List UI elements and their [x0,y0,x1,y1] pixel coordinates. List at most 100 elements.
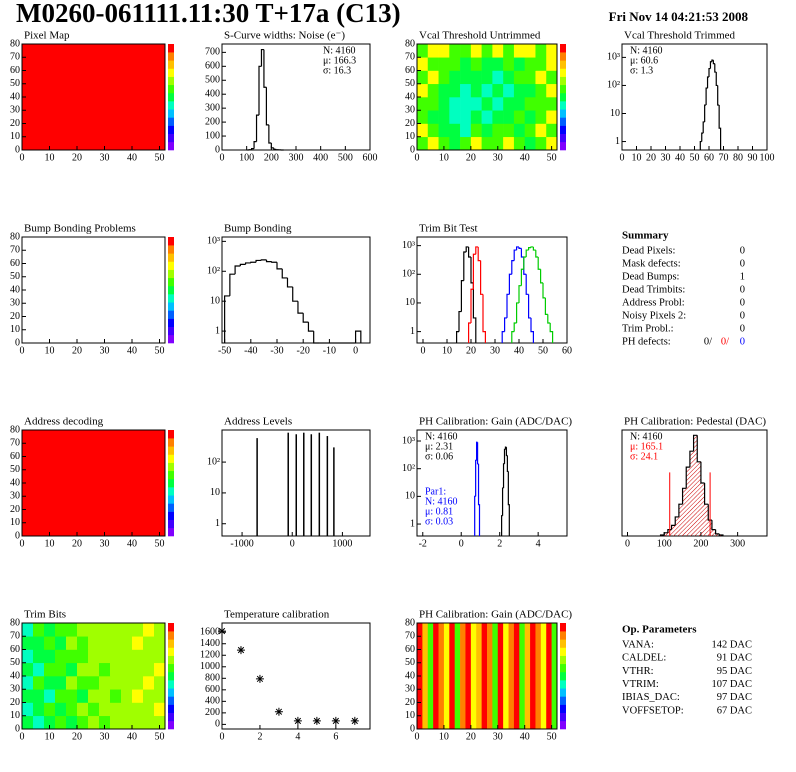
x-tick-label: 40 [127,152,137,163]
heat-cell [143,676,155,690]
heat-cell [449,97,461,111]
colorbar-step [560,631,566,640]
panel-title: Temperature calibration [224,609,330,621]
heat-cell [470,97,482,111]
x-tick-label: 40 [127,538,137,549]
heat-cell [77,649,89,664]
heat-cell [110,715,122,730]
heat-cell [449,83,461,98]
heat-cell [503,83,515,98]
point [274,707,283,716]
hist-fill [686,467,690,536]
heat-cell [503,97,515,111]
op-label: VANA: [622,639,654,650]
hist-bin [511,260,515,275]
hist-bin [508,273,512,295]
heat-cell [503,623,509,730]
heat-cell [55,689,67,703]
heat-cell [470,83,482,98]
stats-line: σ: 24.1 [630,451,658,462]
y-tick-label: 600 [205,61,220,72]
heat-cell [121,636,133,650]
heat-cell [524,97,536,111]
heat-cell [492,97,504,111]
hist-bin [504,317,507,332]
colorbar-step [168,438,174,447]
panel-title: Bump Bonding Problems [24,223,136,235]
y-tick-label: 600 [205,684,220,695]
hist-bin [528,294,531,319]
hist-bin [458,310,462,332]
heat-cell [99,636,111,650]
colorbar-step [560,704,566,713]
heat-cell [110,676,122,690]
heat-cell [503,136,515,151]
colorbar-step [560,696,566,705]
colorbar-step [168,647,174,656]
x-tick-label: 40 [520,731,530,742]
heat-cell [481,70,493,85]
heat-cell [55,649,67,664]
hist-bin [706,76,709,89]
heat-cell [535,97,547,111]
x-tick-label: -40 [244,345,257,356]
heat-cell [55,662,67,677]
hist-bin [468,246,471,258]
heat-cell [535,83,547,98]
y-tick-label: 40 [10,477,20,488]
x-tick-label: 30 [661,152,671,163]
colorbar-step [168,696,174,705]
y-tick-label: 50 [405,78,415,89]
x-tick-label: 20 [466,731,476,742]
x-tick-label: 30 [490,345,500,356]
heat-cell [427,110,439,124]
y-tick-label: 1 [215,325,220,336]
heat-cell [513,136,525,151]
y-tick-label: 70 [405,631,415,642]
summary-value: 0 [740,284,745,295]
colorbar-step [168,495,174,504]
y-tick-label: 10 [210,487,220,498]
colorbar-step [560,712,566,722]
heat-cell [77,715,89,730]
heat-cell [99,649,111,664]
heat-cell [66,715,78,730]
hist-bin [663,532,668,535]
heat-cell [110,623,122,637]
hist-bin [224,295,230,343]
hist-bin [260,48,264,67]
x-tick-label: 30 [100,152,110,163]
y-tick-label: 1 [215,518,220,529]
heat-cell [530,623,536,730]
hist-bin [286,277,293,288]
panel-title: Trim Bit Test [419,223,478,235]
hist-bin [480,260,483,295]
heat-cell [417,97,429,111]
heat-cell [470,57,482,71]
colorbar-step [168,519,174,529]
y-tick-label: 60 [405,644,415,655]
heat-cell [535,136,547,151]
heat-cell [449,70,461,85]
summary-label: Mask defects: [622,258,681,269]
hist-fill [682,488,687,536]
heat-cell [55,702,67,717]
heat-cell [417,70,429,85]
heat-cell [454,623,461,730]
heat-cell [460,57,472,71]
heat-cell [460,136,472,151]
hist-fill [664,532,668,536]
y-tick-label: 70 [10,631,20,642]
x-tick-label: 50 [547,731,557,742]
colorbar-step [168,52,174,61]
panel-title: PH Calibration: Pedestal (DAC) [624,416,766,428]
x-tick-label: 600 [363,152,378,163]
y-tick-label: 10² [402,463,415,474]
colorbar-step [560,655,566,665]
heat-cell [143,636,155,650]
x-tick-label: 30 [493,731,503,742]
panel-title: Address Levels [224,416,292,428]
y-tick-label: 50 [10,78,20,89]
y-tick-label: 10 [405,491,415,502]
hist-bin [518,246,522,250]
